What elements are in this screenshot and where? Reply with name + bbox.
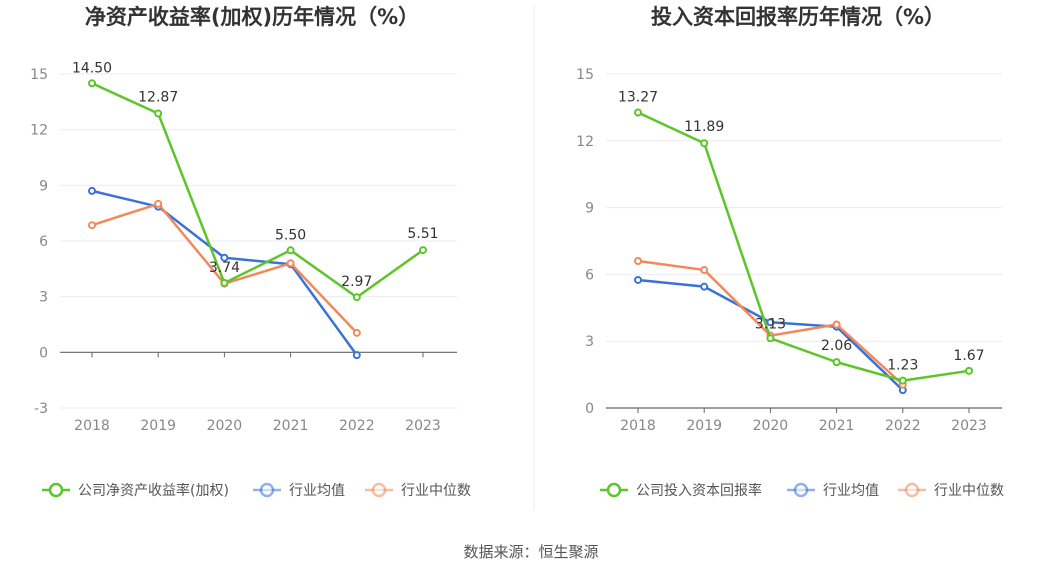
x-tick-label: 2020 xyxy=(207,418,243,434)
data-label: 14.50 xyxy=(72,60,112,76)
data-label: 13.27 xyxy=(618,90,658,106)
data-point xyxy=(352,351,361,360)
data-label: 5.51 xyxy=(407,226,438,242)
data-point xyxy=(700,282,709,291)
x-tick-label: 2020 xyxy=(753,418,789,434)
y-tick-label: 0 xyxy=(585,401,594,417)
y-tick-label: 9 xyxy=(39,178,48,194)
data-point xyxy=(700,265,709,274)
y-tick-label: 15 xyxy=(576,67,594,83)
x-tick-label: 2023 xyxy=(951,418,987,434)
data-point xyxy=(700,139,709,148)
data-point xyxy=(220,253,229,262)
data-point xyxy=(352,293,361,302)
legend-label: 行业中位数 xyxy=(401,483,471,499)
legend-marker-icon xyxy=(371,482,387,498)
roe-chart: 净资产收益率(加权)历年情况（%） -3 0 3 6 9 12 15 2018 2019 2020 2… xyxy=(30,5,471,499)
data-point xyxy=(832,320,841,329)
y-tick-label: 6 xyxy=(585,267,594,283)
legend-label: 公司净资产收益率(加权) xyxy=(78,482,229,499)
data-point xyxy=(88,186,96,195)
legend-item[interactable]: 行业中位数 xyxy=(365,482,471,499)
x-tick-label: 2018 xyxy=(74,418,110,434)
y-tick-label: 9 xyxy=(585,201,594,217)
legend-item[interactable]: 行业均值 xyxy=(253,482,345,499)
data-point xyxy=(286,259,295,268)
data-point xyxy=(965,366,973,375)
data-point xyxy=(154,109,163,118)
data-point xyxy=(352,328,361,337)
legend-label: 行业均值 xyxy=(289,483,345,499)
legend-item[interactable]: 行业均值 xyxy=(787,482,879,499)
legend-marker-icon xyxy=(606,482,622,498)
x-tick-label: 2023 xyxy=(405,418,441,434)
data-point xyxy=(898,376,907,385)
source-note: 数据来源：恒生聚源 xyxy=(463,543,598,561)
y-tick-label: 0 xyxy=(39,345,48,361)
y-tick-label: 6 xyxy=(39,234,48,250)
data-point xyxy=(419,246,427,255)
y-tick-label: -3 xyxy=(34,401,48,417)
data-point xyxy=(88,221,96,230)
series-line xyxy=(91,82,424,299)
series-line xyxy=(637,111,970,382)
x-tick-label: 2019 xyxy=(140,418,176,434)
legend-label: 行业中位数 xyxy=(934,483,1004,499)
x-tick-label: 2021 xyxy=(819,418,855,434)
x-tick-label: 2018 xyxy=(620,418,656,434)
data-point xyxy=(154,199,163,208)
legend-marker-icon xyxy=(259,482,275,498)
y-tick-label: 15 xyxy=(30,67,48,83)
legend-label: 公司投入资本回报率 xyxy=(636,482,762,499)
data-point xyxy=(766,334,775,343)
y-tick-label: 12 xyxy=(30,123,48,139)
data-label: 2.97 xyxy=(341,274,372,290)
legend-item[interactable]: 行业中位数 xyxy=(898,482,1004,499)
data-label: 5.50 xyxy=(275,227,306,243)
data-point xyxy=(766,318,775,327)
data-point xyxy=(832,358,841,367)
data-label: 3.74 xyxy=(209,260,240,276)
legend-item[interactable]: 公司净资产收益率(加权) xyxy=(42,482,229,499)
data-label: 3.13 xyxy=(755,316,786,332)
legend-item[interactable]: 公司投入资本回报率 xyxy=(600,482,762,499)
data-point xyxy=(88,79,96,88)
data-point xyxy=(634,108,642,117)
data-point xyxy=(634,275,642,284)
data-point xyxy=(220,278,229,287)
legend-marker-icon xyxy=(904,482,920,498)
y-tick-label: 12 xyxy=(576,134,594,150)
data-point xyxy=(286,246,295,255)
legend-marker-icon xyxy=(48,482,64,498)
chart-title: 净资产收益率(加权)历年情况（%） xyxy=(85,5,419,29)
data-label: 11.89 xyxy=(684,119,724,135)
y-tick-label: 3 xyxy=(39,290,48,306)
data-point xyxy=(634,257,642,266)
x-tick-label: 2022 xyxy=(885,418,921,434)
roic-chart: 投入资本回报率历年情况（%） 0 3 6 9 12 15 2018 2019 2020 2021 20… xyxy=(576,5,1004,499)
data-label: 2.06 xyxy=(821,338,852,354)
data-label: 12.87 xyxy=(138,90,178,106)
x-tick-label: 2022 xyxy=(339,418,375,434)
x-tick-label: 2019 xyxy=(686,418,722,434)
legend-label: 行业均值 xyxy=(823,483,879,499)
x-tick-label: 2021 xyxy=(273,418,309,434)
chart-title: 投入资本回报率历年情况（%） xyxy=(651,5,945,29)
data-label: 1.67 xyxy=(953,348,984,364)
y-tick-label: 3 xyxy=(585,334,594,350)
legend-marker-icon xyxy=(793,482,809,498)
data-label: 1.23 xyxy=(887,358,918,374)
